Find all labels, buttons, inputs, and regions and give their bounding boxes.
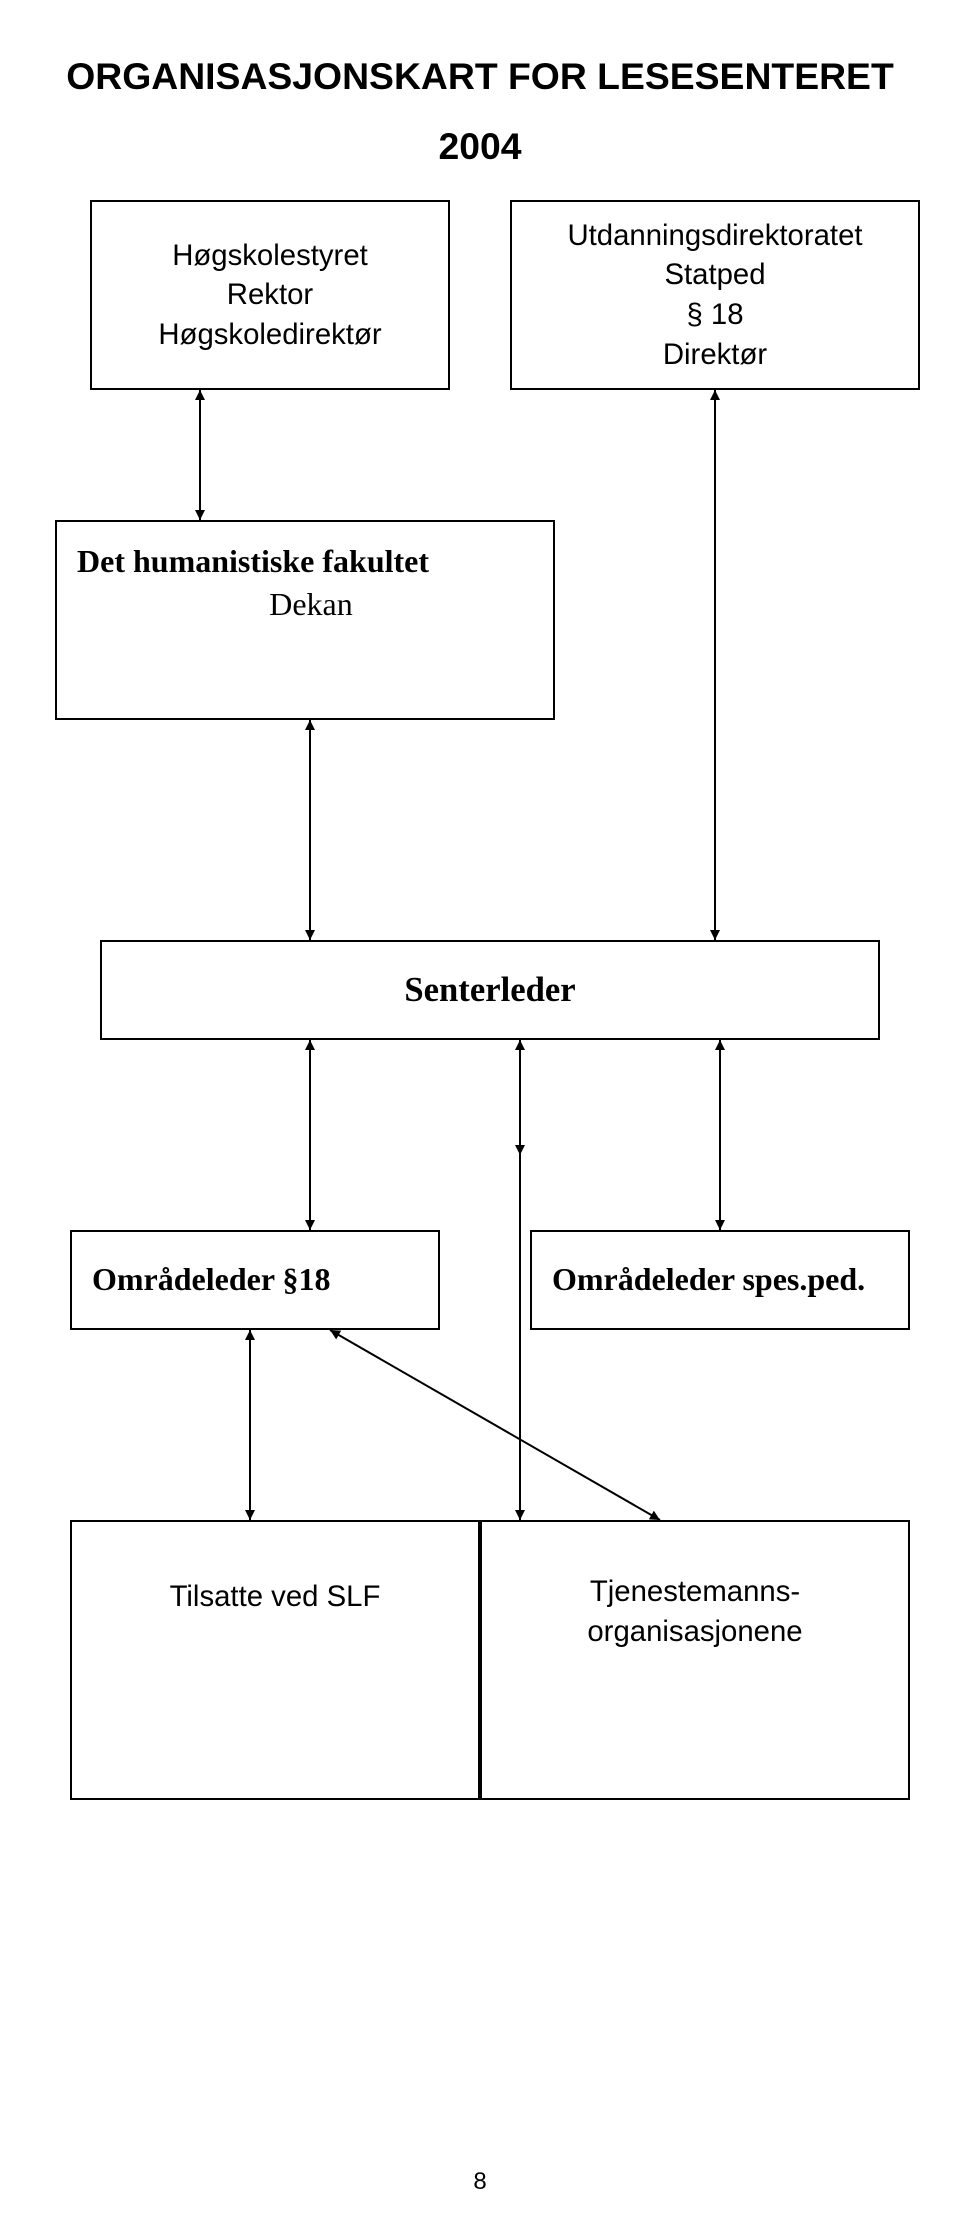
- box-label: Senterleder: [404, 967, 575, 1014]
- box-senterleder: Senterleder: [100, 940, 880, 1040]
- box-hogskolestyret: Høgskolestyret Rektor Høgskoledirektør: [90, 200, 450, 390]
- box-label: Tjenestemanns-: [590, 1572, 800, 1612]
- box-label: Dekan: [269, 583, 353, 626]
- box-faculty: Det humanistiske fakultet Dekan: [55, 520, 555, 720]
- box-tjeneste: Tjenestemanns- organisasjonene: [480, 1520, 910, 1800]
- box-label: Det humanistiske fakultet: [77, 540, 429, 583]
- page-title-line1: ORGANISASJONSKART FOR LESESENTERET: [0, 55, 960, 98]
- page-number: 8: [0, 2168, 960, 2196]
- box-label: § 18: [686, 295, 743, 335]
- box-tilsatte: Tilsatte ved SLF: [70, 1520, 480, 1800]
- box-label: Direktør: [663, 335, 767, 375]
- box-utdanningsdirektoratet: Utdanningsdirektoratet Statped § 18 Dire…: [510, 200, 920, 390]
- box-label: Områdeleder §18: [92, 1258, 330, 1301]
- box-area18: Områdeleder §18: [70, 1230, 440, 1330]
- page-title-line2: 2004: [0, 125, 960, 168]
- org-chart-page: ORGANISASJONSKART FOR LESESENTERET 2004 …: [0, 0, 960, 2240]
- box-area-spes: Områdeleder spes.ped.: [530, 1230, 910, 1330]
- box-label: Tilsatte ved SLF: [170, 1577, 381, 1617]
- box-label: Områdeleder spes.ped.: [552, 1258, 865, 1301]
- box-label: Utdanningsdirektoratet: [567, 216, 862, 256]
- box-label: Rektor: [227, 275, 313, 315]
- box-label: Statped: [664, 255, 765, 295]
- box-label: organisasjonene: [587, 1612, 802, 1652]
- box-label: Høgskoledirektør: [158, 315, 381, 355]
- box-label: Høgskolestyret: [172, 236, 368, 276]
